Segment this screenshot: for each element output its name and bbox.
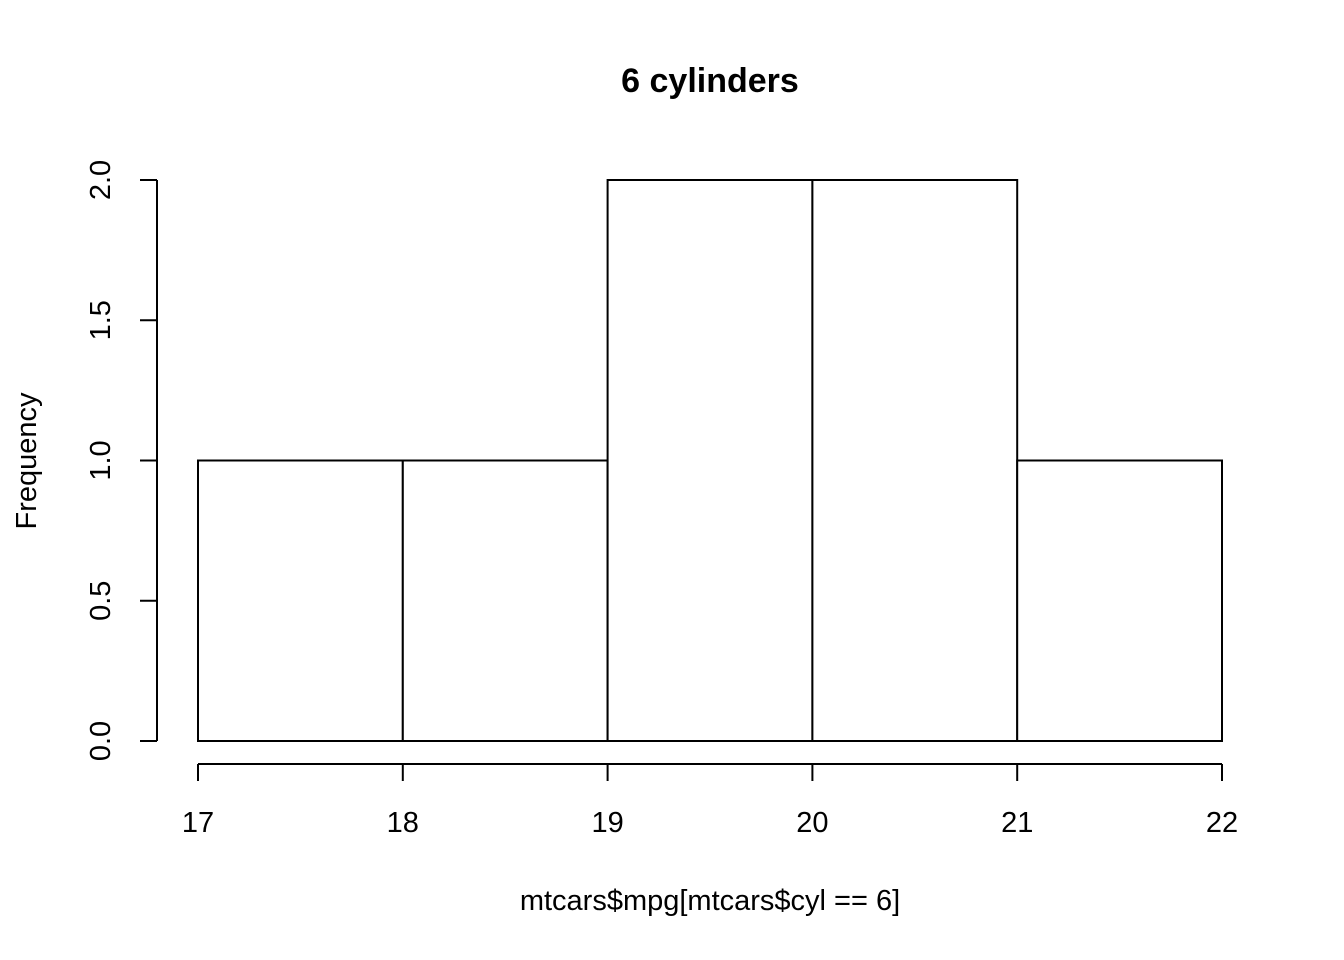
- y-tick-label-0: 0.0: [85, 721, 117, 761]
- bars-group: [197, 179, 1224, 742]
- bar-3: [606, 179, 814, 742]
- y-axis-ticks: 0.0 0.5 1.0 1.5 2.0: [85, 160, 157, 761]
- x-tick-label-5: 22: [1206, 807, 1238, 839]
- x-tick-label-2: 19: [591, 807, 623, 839]
- chart-title: 6 cylinders: [621, 62, 799, 100]
- x-axis-ticks: 17 18 19 20 21 22: [182, 764, 1238, 839]
- bar-5: [1016, 459, 1224, 742]
- x-tick-label-3: 20: [796, 807, 828, 839]
- bar-2: [401, 459, 609, 742]
- bar-1: [197, 459, 404, 742]
- y-tick-label-1: 0.5: [85, 581, 117, 621]
- y-tick-label-4: 2.0: [85, 160, 117, 200]
- y-tick-label-2: 1.0: [85, 440, 117, 480]
- x-tick-label-1: 18: [387, 807, 419, 839]
- x-tick-label-4: 21: [1001, 807, 1033, 839]
- bar-4: [811, 179, 1019, 742]
- y-axis-label: Frequency: [11, 392, 43, 530]
- y-tick-label-3: 1.5: [85, 300, 117, 340]
- x-axis-label: mtcars$mpg[mtcars$cyl == 6]: [520, 885, 900, 917]
- x-tick-label-0: 17: [182, 807, 214, 839]
